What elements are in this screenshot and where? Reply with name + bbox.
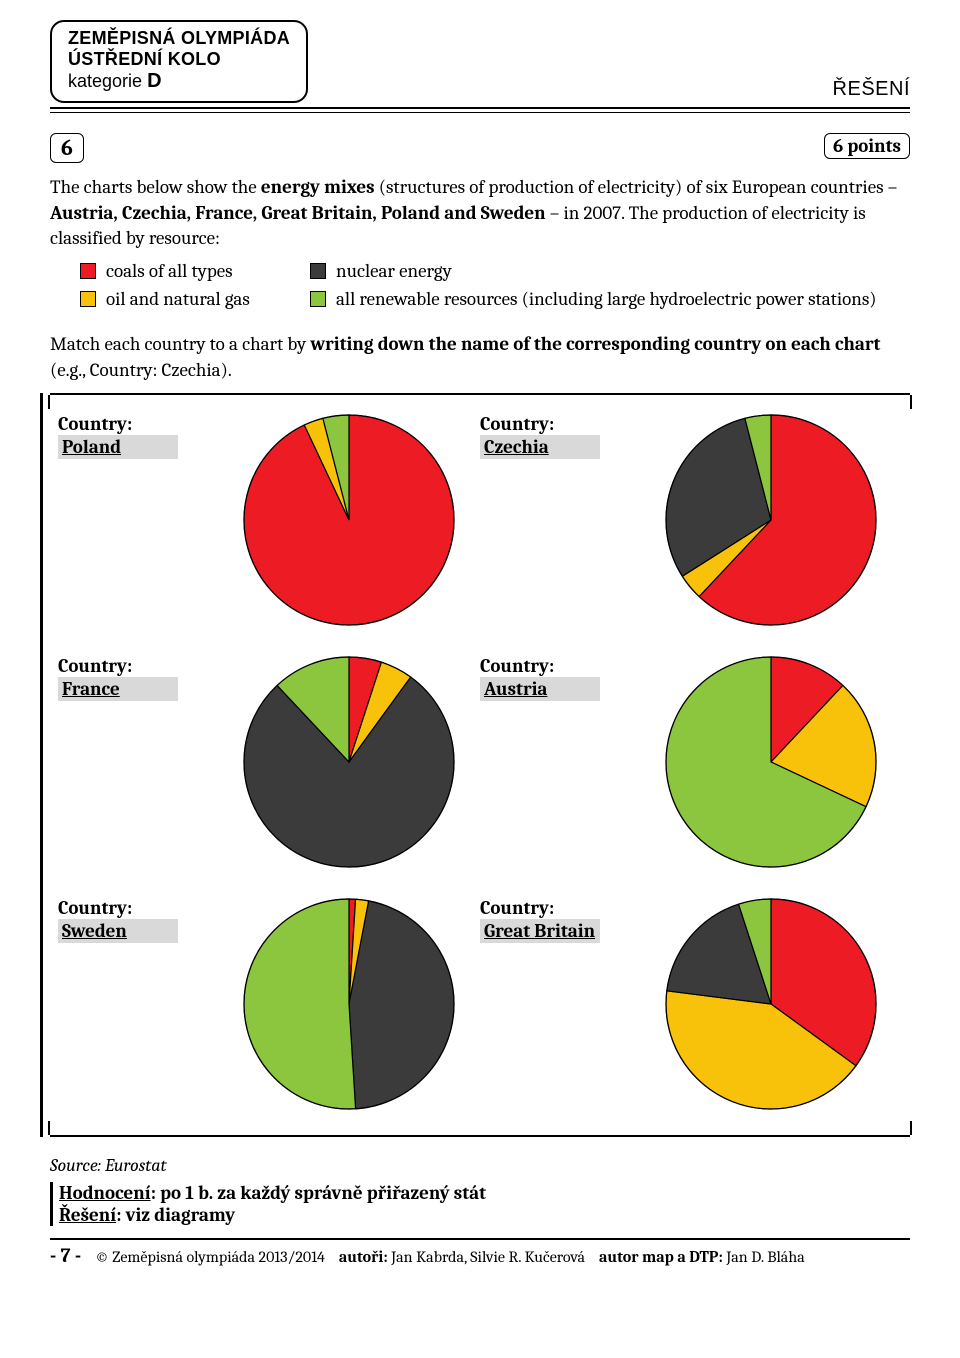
scoring-text: : po 1 b. za každý správně přiřazený stá… [151,1182,486,1204]
country-label: Country: [480,413,640,435]
header-title-1: ZEMĚPISNÁ OLYMPIÁDA [68,28,290,49]
country-answer: France [58,677,178,701]
country-label: Country: [480,897,640,919]
solution-text: : viz diagramy [116,1204,235,1226]
legend-swatch-coal [80,263,96,279]
country-answer: Austria [480,677,600,701]
scoring-block: Hodnocení: po 1 b. za každý správně přiř… [50,1182,910,1226]
intro-mid: (structures of production of electricity… [375,176,898,198]
chart-cell-poland: Country:Poland [58,413,480,627]
chart-cell-great-britain: Country:Great Britain [480,897,902,1111]
pie-chart [218,897,480,1111]
legend-item-renewable: all renewable resources (including large… [310,288,877,310]
task-bold: writing down the name of the correspondi… [310,333,880,355]
chart-cell-austria: Country:Austria [480,655,902,869]
task-after: (e.g., Country: Czechia). [50,359,232,381]
legend-swatch-nuclear [310,263,326,279]
chart-cell-sweden: Country:Sweden [58,897,480,1111]
country-answer: Sweden [58,919,178,943]
legend-label-oilgas: oil and natural gas [106,288,250,310]
country-label: Country: [58,897,218,919]
footer-authors-label: autoři: [339,1248,388,1266]
footer-maps: Jan D. Bláha [723,1248,805,1266]
legend-item-oilgas: oil and natural gas [80,288,310,310]
footer-maps-label: autor map a DTP: [599,1248,723,1266]
legend-label-renewable: all renewable resources (including large… [336,288,877,310]
source-text: Source: Eurostat [50,1155,910,1176]
header-category-letter: D [147,70,161,92]
intro-text: The charts below show the energy mixes (… [50,175,910,252]
charts-frame: Country:PolandCountry:CzechiaCountry:Fra… [50,393,910,1137]
pie-chart [218,655,480,869]
question-number-badge: 6 [50,133,84,163]
legend: coals of all types nuclear energy oil an… [80,260,910,310]
pie-chart [218,413,480,627]
solution-label: Řešení [59,1204,116,1226]
task-before: Match each country to a chart by [50,333,310,355]
country-label: Country: [480,655,640,677]
question-row: 6 6 points [50,133,910,163]
scoring-label: Hodnocení [59,1182,151,1204]
pie-chart [640,897,902,1111]
page-number: - 7 - [50,1244,81,1267]
footer: - 7 - © Zeměpisná olympiáda 2013/2014 au… [50,1244,910,1267]
country-label: Country: [58,655,218,677]
legend-swatch-renewable [310,291,326,307]
footer-rule [50,1238,910,1240]
country-answer: Great Britain [480,919,600,943]
header-frame: ZEMĚPISNÁ OLYMPIÁDA ÚSTŘEDNÍ KOLO katego… [50,20,308,103]
pie-chart [640,655,902,869]
header-rule-1 [50,107,910,109]
legend-item-coal: coals of all types [80,260,310,282]
footer-authors: Jan Kabrda, Silvie R. Kučerová [388,1248,585,1266]
country-answer: Czechia [480,435,600,459]
chart-cell-czechia: Country:Czechia [480,413,902,627]
legend-item-nuclear: nuclear energy [310,260,452,282]
header-title-2: ÚSTŘEDNÍ KOLO [68,49,290,70]
legend-label-coal: coals of all types [106,260,233,282]
legend-label-nuclear: nuclear energy [336,260,452,282]
intro-bold1: energy mixes [261,176,375,198]
intro-bold2: Austria, Czechia, France, Great Britain,… [50,202,546,224]
legend-swatch-oilgas [80,291,96,307]
header-category-prefix: kategorie [68,71,147,91]
header-rule-2 [50,112,910,113]
header-category: kategorie D [68,70,290,93]
header: ZEMĚPISNÁ OLYMPIÁDA ÚSTŘEDNÍ KOLO katego… [50,20,910,103]
question-points-badge: 6 points [824,133,910,159]
footer-copyright: © Zeměpisná olympiáda 2013/2014 [95,1248,325,1266]
country-answer: Poland [58,435,178,459]
task-text: Match each country to a chart by writing… [50,332,910,383]
header-solution-label: ŘEŠENÍ [833,78,910,101]
pie-chart [640,413,902,627]
intro-part1: The charts below show the [50,176,261,198]
country-label: Country: [58,413,218,435]
chart-cell-france: Country:France [58,655,480,869]
